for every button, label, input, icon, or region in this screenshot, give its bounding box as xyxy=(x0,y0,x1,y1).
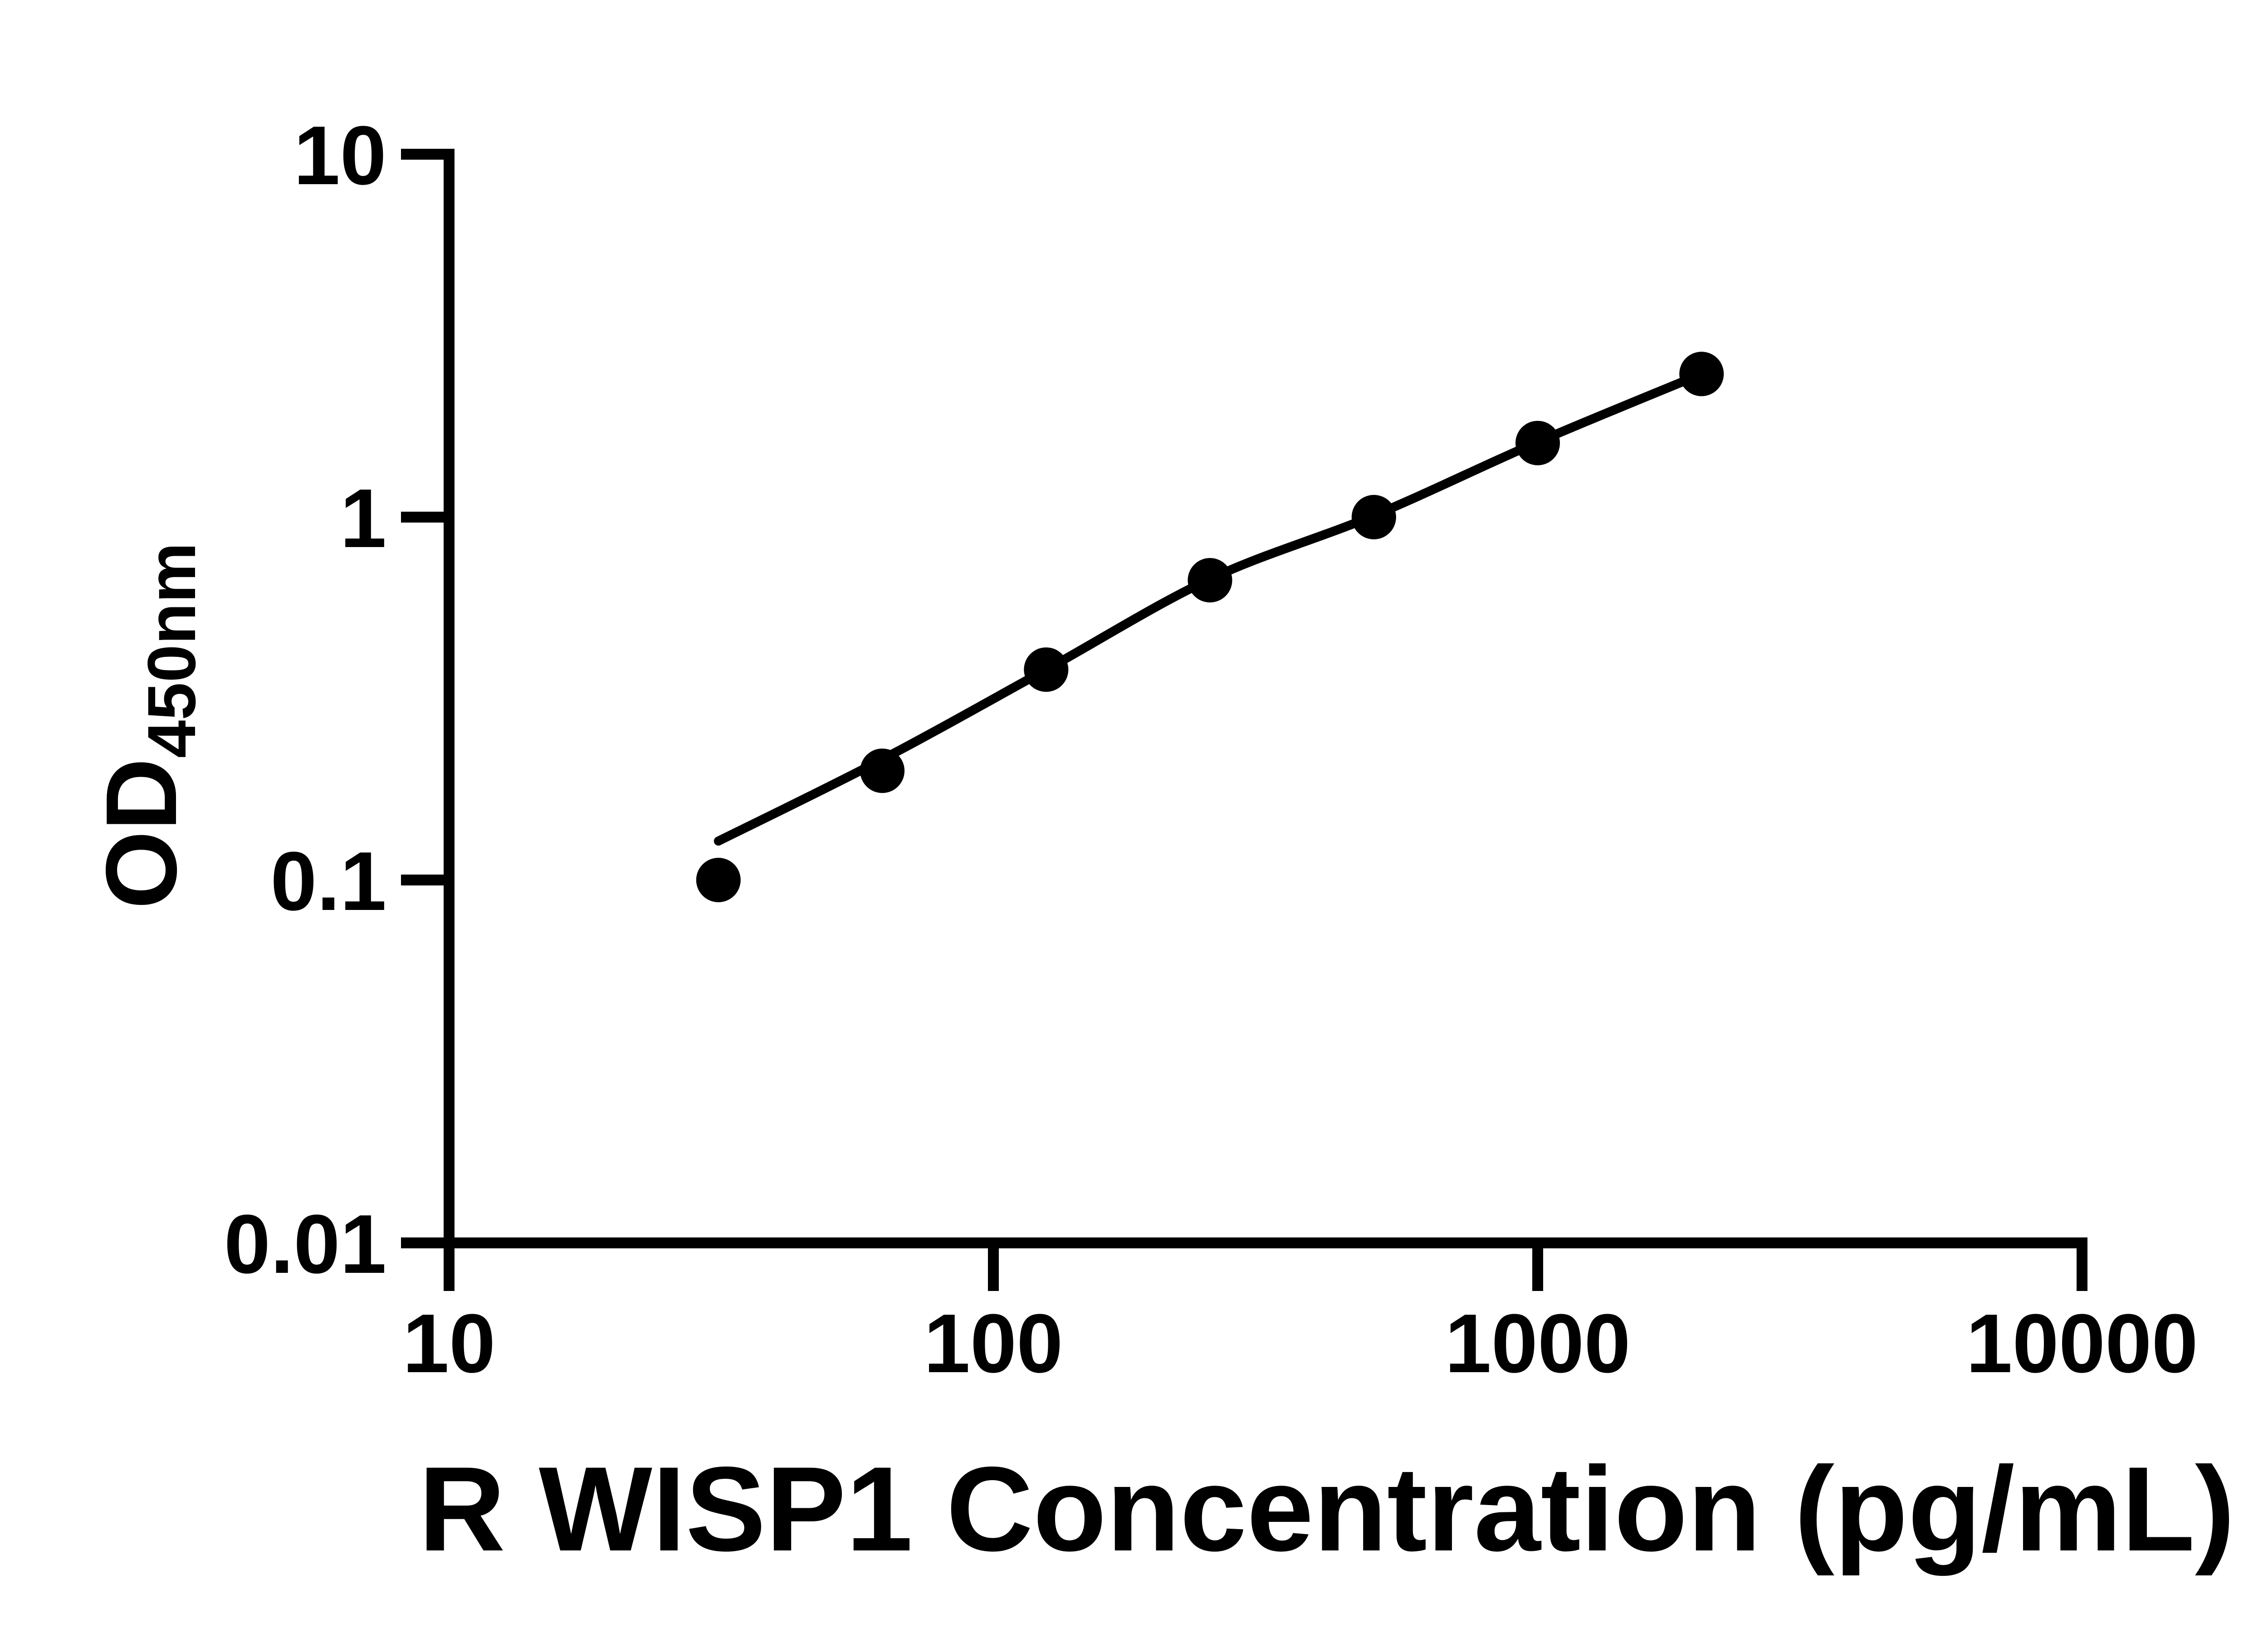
axes: 10 100 1000 10000 10 1 0.1 0.01 xyxy=(224,108,2198,1390)
y-axis-title: OD450nm xyxy=(85,543,210,909)
data-point xyxy=(1024,647,1069,692)
x-tick-label: 10000 xyxy=(1966,1296,2198,1390)
y-axis-title-sub: 450nm xyxy=(133,543,210,758)
data-point xyxy=(860,748,905,793)
data-point xyxy=(696,858,741,902)
data-point xyxy=(1679,352,1724,396)
data-points-group xyxy=(696,352,1724,902)
y-tick-label: 10 xyxy=(293,108,386,202)
data-point xyxy=(1351,495,1396,539)
x-axis-title: R WISP1 Concentration (pg/mL) xyxy=(419,1442,2235,1577)
data-point xyxy=(1188,558,1232,603)
x-tick-label: 10 xyxy=(403,1296,496,1390)
y-tick-label: 1 xyxy=(340,471,386,565)
y-axis-title-main: OD xyxy=(85,758,198,909)
data-point xyxy=(1515,420,1560,465)
y-tick-label: 0.01 xyxy=(224,1197,386,1291)
x-tick-label: 100 xyxy=(924,1296,1063,1390)
x-tick-label: 1000 xyxy=(1445,1296,1630,1390)
y-tick-label: 0.1 xyxy=(270,834,386,928)
